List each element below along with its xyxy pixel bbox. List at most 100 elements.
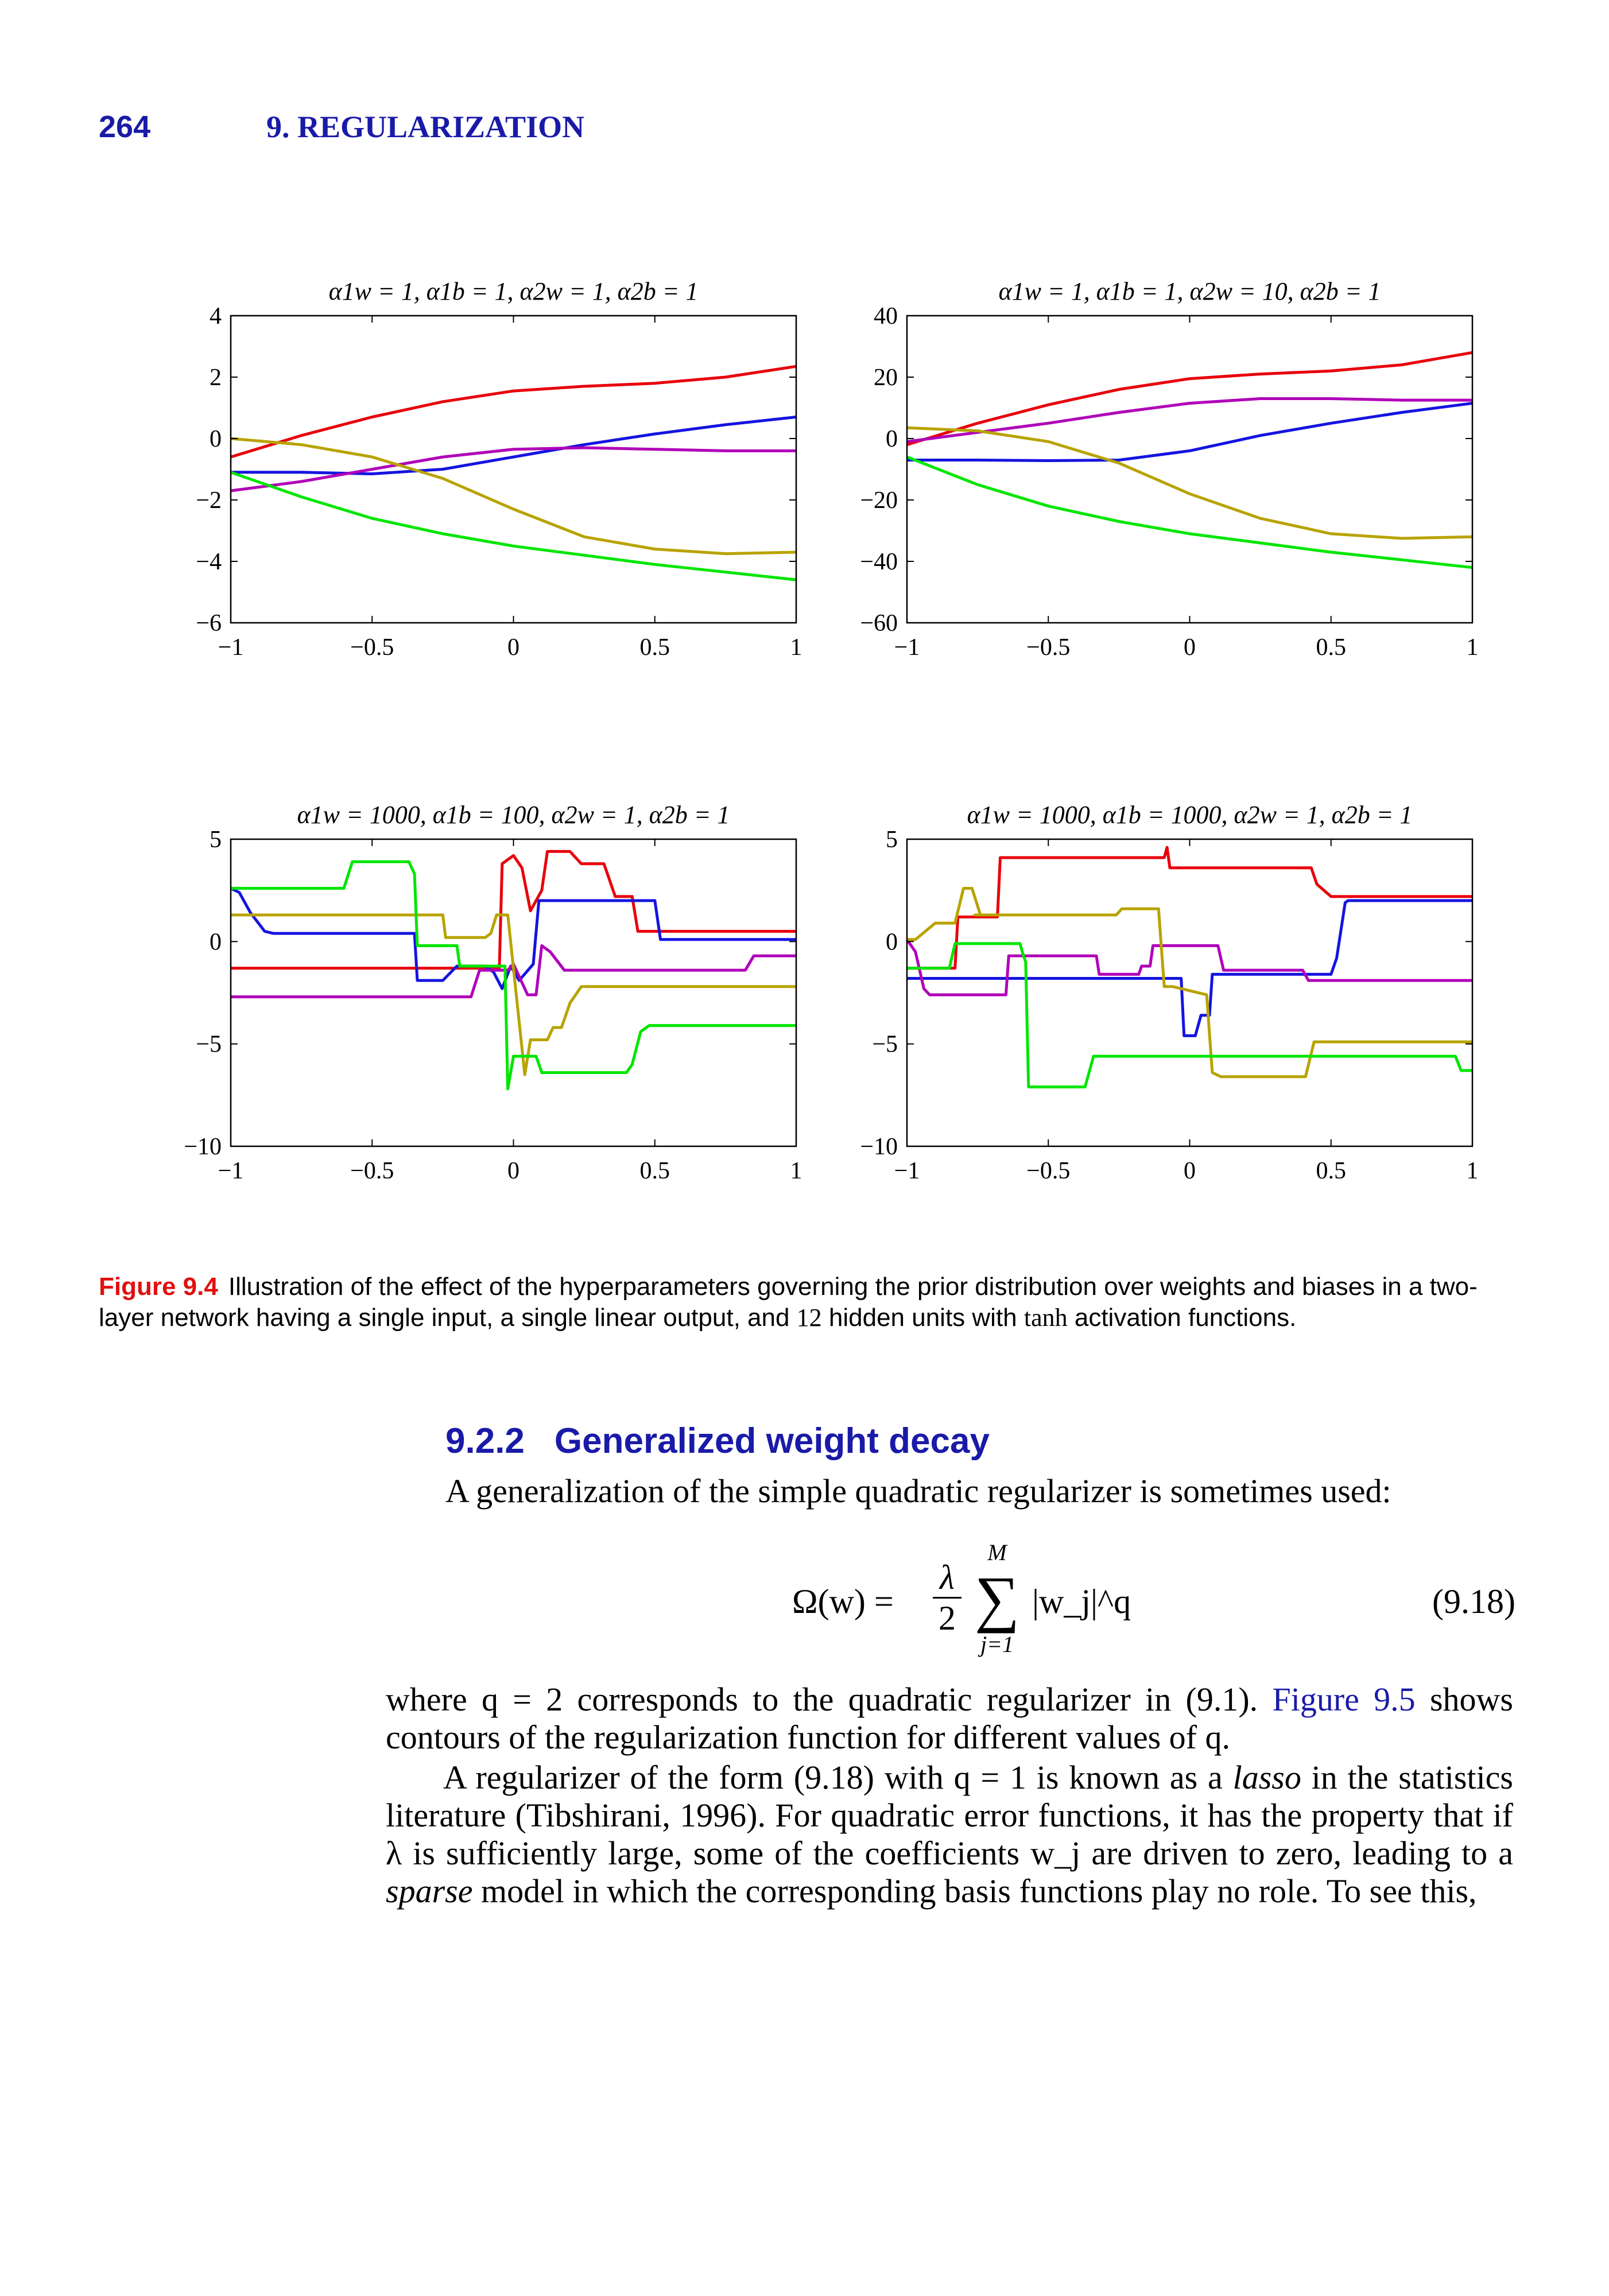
chart2-ytick-label: −40 xyxy=(860,549,898,575)
section-number: 9.2.2 xyxy=(445,1421,525,1461)
sum-upper-limit: M xyxy=(987,1539,1007,1565)
chart2-xtick-label: −0.5 xyxy=(1026,634,1070,661)
section-title: Generalized weight decay xyxy=(554,1421,990,1461)
chart4-xtick-label: −1 xyxy=(894,1158,920,1184)
chart1-ytick-label: −2 xyxy=(196,487,222,514)
caption-text-3: activation functions. xyxy=(1067,1304,1297,1332)
equation-9-18: Ω(w) = λ 2 M ∑ j=1 |w_j|^q (9.18) xyxy=(792,1538,1515,1665)
chart3-xtick-label: −1 xyxy=(218,1158,244,1184)
equation-lhs: Ω(w) = xyxy=(792,1583,894,1620)
term-sparse: sparse xyxy=(386,1872,473,1910)
chart4-xtick-label: 1 xyxy=(1467,1158,1479,1184)
chart4-title: α1w = 1000, α1b = 1000, α2w = 1, α2b = 1 xyxy=(967,801,1413,829)
chart2-xtick-label: 1 xyxy=(1467,634,1479,661)
caption-tanh: tanh xyxy=(1023,1304,1068,1332)
chart4-ytick-label: −10 xyxy=(860,1134,898,1160)
summation: M ∑ j=1 xyxy=(971,1538,1023,1659)
figure-label: Figure 9.4 xyxy=(99,1273,218,1301)
chart1-xtick-label: 1 xyxy=(790,634,802,661)
chart4-frame xyxy=(906,838,1474,1147)
chart2-xtick-label: −1 xyxy=(894,634,920,661)
page-number: 264 xyxy=(99,110,151,144)
chart1-ytick-label: 2 xyxy=(210,364,222,391)
figure-9-5-link[interactable]: Figure 9.5 xyxy=(1272,1681,1416,1718)
chart3-series-magenta xyxy=(231,944,796,999)
chart4-xtick-label: −0.5 xyxy=(1026,1158,1070,1184)
equation-fraction: λ 2 xyxy=(933,1559,961,1636)
paragraph-text: shows contours of the regularization fun… xyxy=(386,1681,1513,1756)
chart1-series-olive xyxy=(230,437,797,556)
chart1-ytick-label: −6 xyxy=(196,610,222,637)
caption-text: Illustration of the effect of the hyperp… xyxy=(99,1273,1478,1332)
chart1-ytick-label: −4 xyxy=(196,549,222,575)
chart2-xtick-label: 0 xyxy=(1184,634,1196,661)
chart1-xtick-label: −1 xyxy=(218,634,244,661)
chart2-series-olive xyxy=(906,426,1473,540)
chart1-xtick-label: −0.5 xyxy=(350,634,394,661)
chart3-series-red xyxy=(231,850,796,970)
chart3-xtick-label: 0.5 xyxy=(640,1158,670,1184)
chart2-series-red xyxy=(906,351,1473,447)
equation-number: (9.18) xyxy=(1432,1583,1515,1620)
sigma-icon: ∑ xyxy=(974,1564,1020,1634)
equation-rhs: |w_j|^q xyxy=(1032,1583,1131,1620)
caption-number: 12 xyxy=(796,1304,822,1332)
chart3-title: α1w = 1000, α1b = 100, α2w = 1, α2b = 1 xyxy=(297,801,730,829)
term-lasso: lasso xyxy=(1232,1759,1301,1796)
equation-numerator: λ xyxy=(940,1558,955,1596)
chart2-series-magenta xyxy=(906,397,1472,443)
chapter-title: 9. REGULARIZATION xyxy=(266,110,585,144)
chart1-xtick-label: 0.5 xyxy=(640,634,670,661)
chart1-ytick-label: 0 xyxy=(210,426,222,452)
chart2-ytick-label: 40 xyxy=(874,303,898,329)
figure-9-4-plots: α1w = 1, α1b = 1, α2w = 1, α2b = 1 −1 −0.5… xyxy=(184,277,1479,1184)
chart2-ytick-label: −60 xyxy=(860,610,898,637)
chart4-series-blue xyxy=(907,899,1472,1037)
fraction-bar xyxy=(933,1597,961,1599)
chart3-ytick-label: 5 xyxy=(210,827,222,853)
sum-lower-limit: j=1 xyxy=(980,1631,1014,1657)
chart4-xtick-label: 0 xyxy=(1184,1158,1196,1184)
chart2-title: α1w = 1, α1b = 1, α2w = 10, α2b = 1 xyxy=(999,277,1381,305)
chart1-series-magenta xyxy=(230,446,796,492)
chart1-frame xyxy=(230,315,797,624)
chart4-series-red xyxy=(907,846,1472,970)
chart4-series-magenta xyxy=(905,938,1472,996)
chart2-xtick-label: 0.5 xyxy=(1316,634,1347,661)
chart3-xtick-label: −0.5 xyxy=(350,1158,394,1184)
figure-caption: Figure 9.4 Illustration of the effect of … xyxy=(99,1271,1511,1333)
chart1-series-red xyxy=(230,364,797,459)
chart2-frame xyxy=(906,315,1474,624)
paragraph-2: A regularizer of the form (9.18) with q … xyxy=(386,1759,1513,1910)
chart1-title: α1w = 1, α1b = 1, α2w = 1, α2b = 1 xyxy=(329,277,699,305)
running-head: 264 9. REGULARIZATION xyxy=(99,109,584,145)
intro-paragraph: A generalization of the simple quadratic… xyxy=(445,1472,1391,1510)
chart3-xtick-label: 1 xyxy=(790,1158,802,1184)
chart1-xtick-label: 0 xyxy=(507,634,519,661)
chart2-series-green xyxy=(906,455,1473,569)
chart2-ytick-label: 20 xyxy=(874,364,898,391)
chart4-series-green xyxy=(907,942,1472,1089)
chart4-ytick-label: 5 xyxy=(886,827,898,853)
chart1-ytick-label: 4 xyxy=(210,303,222,329)
equation-denominator: 2 xyxy=(939,1599,956,1637)
chart3-ytick-label: −10 xyxy=(184,1134,222,1160)
chart2-series-blue xyxy=(907,402,1473,462)
chart4-xtick-label: 0.5 xyxy=(1316,1158,1347,1184)
chart3-ytick-label: −5 xyxy=(196,1031,222,1058)
chart1-series-blue xyxy=(231,416,797,475)
paragraph-text: in the statistics literature (Tibshirani… xyxy=(386,1759,1513,1872)
chart4-series-olive xyxy=(907,887,1472,1079)
chart2-ytick-label: 0 xyxy=(886,426,898,452)
chart4-ytick-label: −5 xyxy=(872,1031,898,1058)
paragraph-1: where q = 2 corresponds to the quadratic… xyxy=(386,1681,1513,1756)
chart4-ytick-label: 0 xyxy=(886,929,898,955)
paragraph-text: where q = 2 corresponds to the quadratic… xyxy=(386,1681,1273,1718)
chart3-frame xyxy=(230,838,797,1147)
caption-text-2: hidden units with xyxy=(821,1304,1024,1332)
paragraph-text: A regularizer of the form (9.18) with q … xyxy=(443,1759,1233,1796)
section-heading: 9.2.2 Generalized weight decay xyxy=(445,1421,990,1461)
chart3-ytick-label: 0 xyxy=(210,929,222,955)
chart2-ytick-label: −20 xyxy=(860,487,898,514)
chart1-series-green xyxy=(230,471,797,581)
